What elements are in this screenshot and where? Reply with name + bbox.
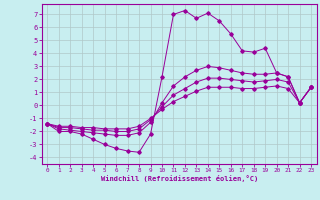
X-axis label: Windchill (Refroidissement éolien,°C): Windchill (Refroidissement éolien,°C) bbox=[100, 175, 258, 182]
